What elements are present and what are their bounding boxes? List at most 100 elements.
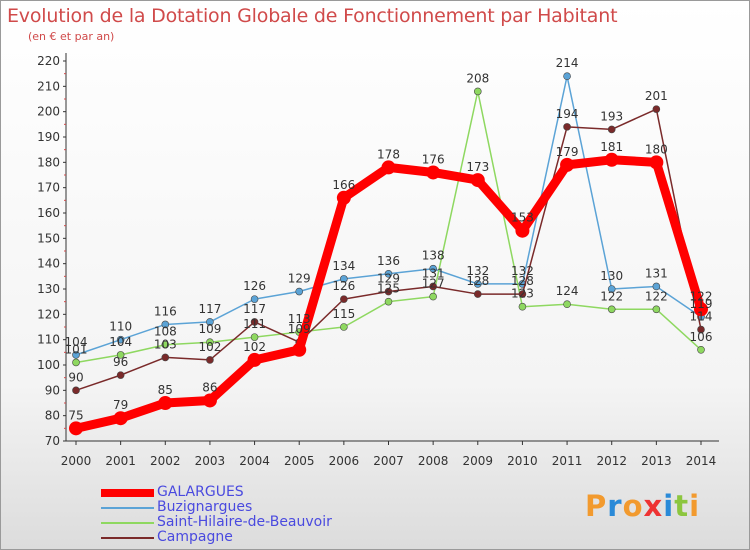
- data-label-saint-hilaire-de-beauvoir: 208: [466, 71, 489, 85]
- data-point-buzignargues: [72, 351, 80, 359]
- chart-subtitle: (en € et par an): [28, 30, 115, 43]
- data-label-buzignargues: 130: [600, 269, 623, 283]
- y-tick-label: 140: [37, 257, 60, 271]
- data-point-galargues: [247, 352, 262, 367]
- data-point-saint-hilaire-de-beauvoir: [72, 358, 80, 367]
- data-label-galargues: 166: [332, 178, 355, 192]
- data-label-campagne: 96: [113, 355, 128, 369]
- data-label-buzignargues: 104: [65, 335, 88, 349]
- data-label-galargues: 179: [556, 145, 579, 159]
- data-point-saint-hilaire-de-beauvoir: [429, 292, 437, 301]
- data-label-galargues: 176: [422, 152, 445, 166]
- data-point-saint-hilaire-de-beauvoir: [161, 340, 170, 349]
- data-point-galargues: [292, 342, 307, 357]
- data-point-galargues: [113, 411, 128, 426]
- series-line-saint-hilaire-de-beauvoir: [75, 90, 702, 364]
- data-label-galargues: 180: [645, 142, 668, 156]
- line-chart: 7080901001101201301401501601701801902002…: [37, 53, 719, 468]
- legend-label: Saint-Hilaire-de-Beauvoir: [157, 514, 332, 530]
- data-label-campagne: 109: [288, 322, 311, 336]
- data-label-galargues: 86: [202, 380, 217, 394]
- data-point-campagne: [206, 356, 214, 364]
- data-point-saint-hilaire-de-beauvoir: [697, 345, 705, 354]
- data-point-buzignargues: [384, 269, 393, 278]
- data-label-galargues: 122: [690, 289, 713, 303]
- legend-swatch: [101, 507, 154, 509]
- y-tick-label: 120: [37, 307, 60, 321]
- data-label-galargues: 102: [243, 340, 266, 354]
- data-point-saint-hilaire-de-beauvoir: [384, 297, 393, 306]
- x-tick-label: 2001: [105, 454, 136, 468]
- data-point-saint-hilaire-de-beauvoir: [250, 333, 259, 341]
- data-point-campagne: [340, 295, 348, 303]
- data-point-saint-hilaire-de-beauvoir: [607, 305, 616, 314]
- data-point-campagne: [607, 125, 616, 134]
- y-tick-label: 90: [45, 383, 60, 397]
- legend-swatch: [101, 522, 154, 524]
- y-tick-label: 210: [37, 79, 60, 93]
- data-label-campagne: 117: [243, 302, 266, 316]
- data-point-campagne: [250, 318, 259, 326]
- y-tick-label: 200: [37, 105, 60, 119]
- data-label-saint-hilaire-de-beauvoir: 109: [198, 322, 221, 336]
- data-point-buzignargues: [652, 282, 661, 291]
- data-label-galargues: 178: [377, 147, 400, 161]
- x-tick-label: 2007: [373, 454, 404, 468]
- y-tick-label: 220: [37, 54, 60, 68]
- data-point-campagne: [429, 282, 437, 291]
- data-point-campagne: [697, 325, 705, 334]
- data-label-buzignargues: 138: [422, 249, 445, 263]
- y-tick-label: 110: [37, 333, 60, 347]
- data-point-saint-hilaire-de-beauvoir: [116, 351, 125, 359]
- y-tick-label: 70: [45, 434, 60, 448]
- data-label-campagne: 126: [332, 279, 355, 293]
- data-label-campagne: 128: [511, 274, 534, 288]
- data-point-galargues: [69, 421, 83, 436]
- data-point-galargues: [426, 165, 441, 180]
- data-point-campagne: [161, 353, 170, 362]
- data-point-buzignargues: [116, 335, 125, 344]
- logo-letter: t: [674, 489, 690, 523]
- logo-letter: P: [585, 489, 608, 523]
- data-label-buzignargues: 119: [690, 297, 713, 311]
- data-point-galargues: [694, 302, 708, 317]
- data-label-saint-hilaire-de-beauvoir: 115: [332, 307, 355, 321]
- logo-letter: i: [663, 489, 675, 523]
- data-label-buzignargues: 110: [109, 320, 132, 334]
- data-label-campagne: 194: [556, 107, 579, 121]
- logo-letter: x: [643, 489, 664, 523]
- data-label-saint-hilaire-de-beauvoir: 108: [154, 325, 177, 339]
- legend-label: Campagne: [157, 529, 233, 545]
- data-point-campagne: [384, 287, 393, 296]
- x-tick-label: 2006: [329, 454, 360, 468]
- data-label-buzignargues: 136: [377, 254, 400, 268]
- y-tick-label: 190: [37, 130, 60, 144]
- legend-label: GALARGUES: [157, 484, 244, 500]
- x-tick-label: 2012: [596, 454, 627, 468]
- x-tick-label: 2013: [641, 454, 672, 468]
- data-label-buzignargues: 132: [466, 264, 489, 278]
- data-label-saint-hilaire-de-beauvoir: 127: [422, 277, 445, 291]
- data-label-saint-hilaire-de-beauvoir: 104: [109, 335, 132, 349]
- data-label-saint-hilaire-de-beauvoir: 125: [377, 282, 400, 296]
- logo-letter: i: [689, 489, 701, 523]
- data-label-galargues: 173: [466, 160, 489, 174]
- data-label-saint-hilaire-de-beauvoir: 122: [645, 289, 668, 303]
- x-tick-label: 2002: [150, 454, 181, 468]
- legend-swatch: [101, 537, 154, 539]
- data-point-saint-hilaire-de-beauvoir: [473, 87, 482, 96]
- data-point-campagne: [72, 386, 80, 395]
- data-point-buzignargues: [473, 280, 482, 288]
- data-label-campagne: 129: [377, 272, 400, 286]
- logo-letter: r: [607, 489, 623, 523]
- data-point-saint-hilaire-de-beauvoir: [206, 338, 214, 347]
- data-point-buzignargues: [295, 287, 304, 296]
- data-label-campagne: 201: [645, 89, 668, 103]
- x-tick-label: 2011: [552, 454, 583, 468]
- legend-label: Buzignargues: [157, 499, 253, 515]
- y-tick-label: 170: [37, 181, 60, 195]
- data-point-galargues: [470, 173, 485, 188]
- data-label-galargues: 75: [68, 408, 83, 422]
- data-point-galargues: [202, 393, 217, 408]
